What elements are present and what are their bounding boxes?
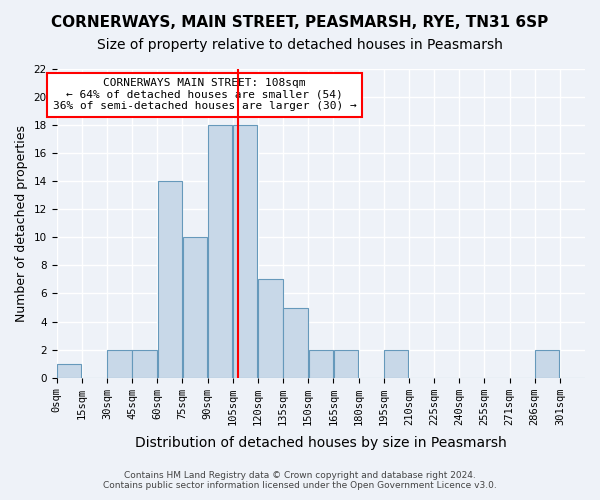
Text: Size of property relative to detached houses in Peasmarsh: Size of property relative to detached ho… <box>97 38 503 52</box>
Bar <box>158 181 182 378</box>
Text: CORNERWAYS, MAIN STREET, PEASMARSH, RYE, TN31 6SP: CORNERWAYS, MAIN STREET, PEASMARSH, RYE,… <box>52 15 548 30</box>
Bar <box>133 350 157 378</box>
Bar <box>107 350 131 378</box>
Bar <box>258 280 283 378</box>
Bar <box>384 350 409 378</box>
Bar <box>334 350 358 378</box>
Bar <box>57 364 81 378</box>
Bar <box>208 125 232 378</box>
X-axis label: Distribution of detached houses by size in Peasmarsh: Distribution of detached houses by size … <box>135 436 506 450</box>
Y-axis label: Number of detached properties: Number of detached properties <box>15 125 28 322</box>
Text: CORNERWAYS MAIN STREET: 108sqm
← 64% of detached houses are smaller (54)
36% of : CORNERWAYS MAIN STREET: 108sqm ← 64% of … <box>53 78 356 112</box>
Bar <box>308 350 333 378</box>
Bar <box>183 238 207 378</box>
Text: Contains HM Land Registry data © Crown copyright and database right 2024.
Contai: Contains HM Land Registry data © Crown c… <box>103 470 497 490</box>
Bar <box>233 125 257 378</box>
Bar <box>283 308 308 378</box>
Bar <box>535 350 559 378</box>
